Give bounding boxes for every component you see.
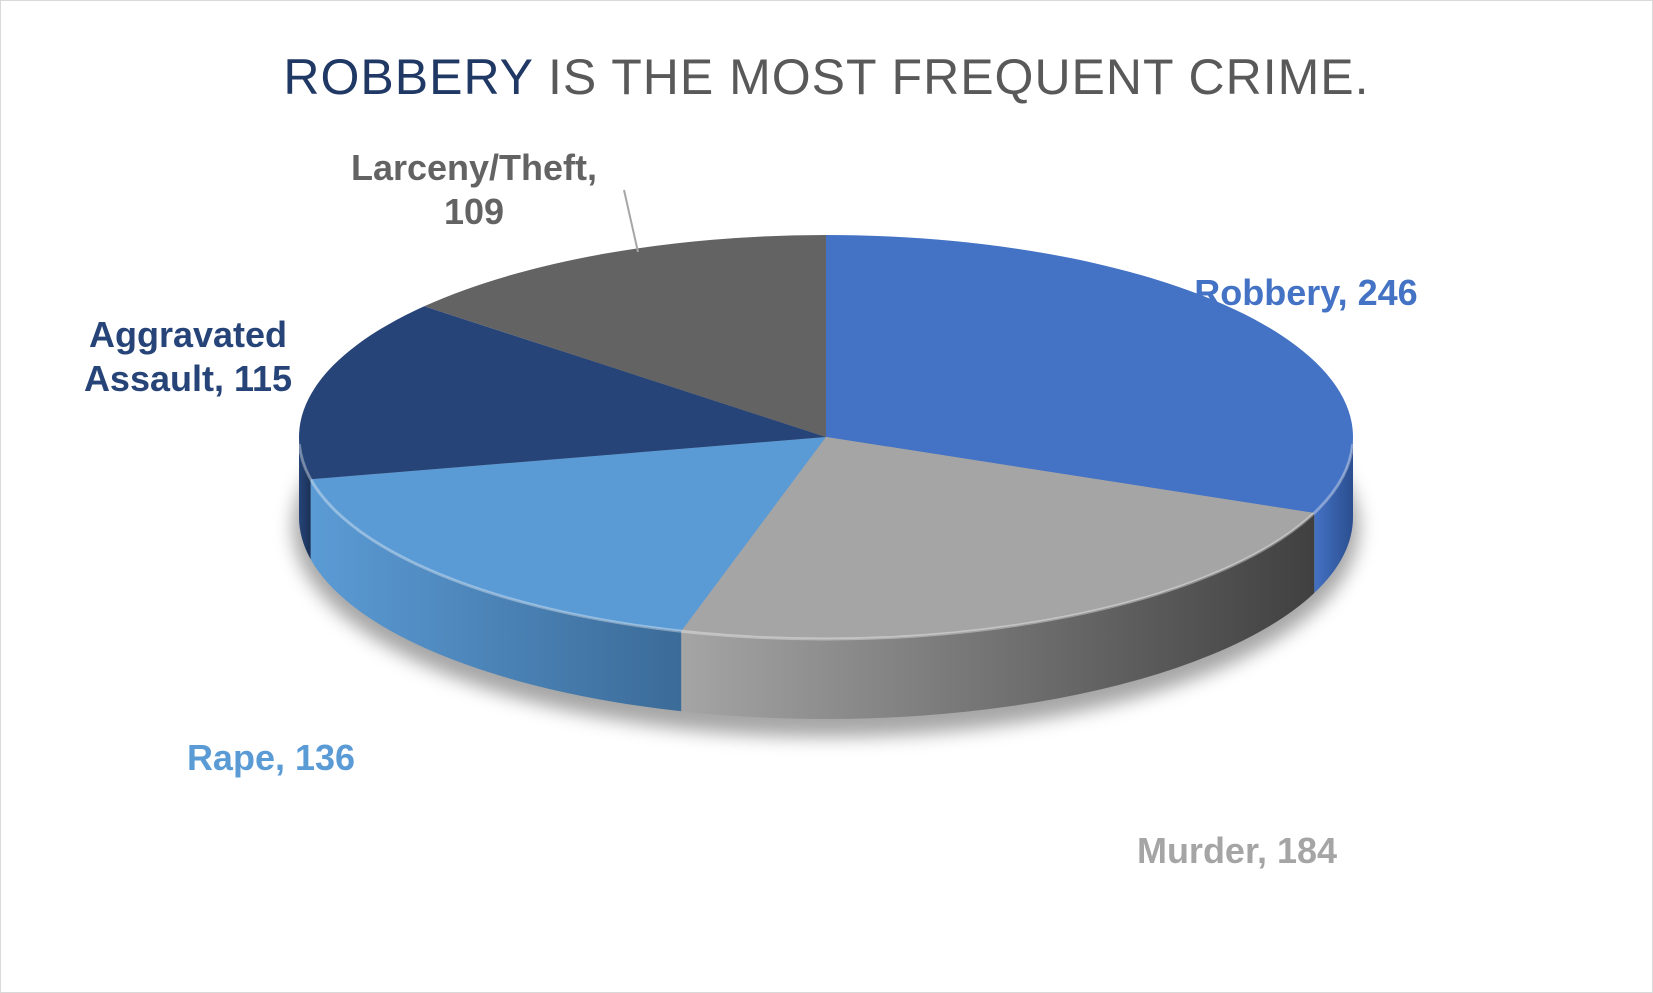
pie-side-rape [310,479,682,712]
leader-line-larceny-theft [623,189,639,253]
pie-slice-robbery[interactable] [826,235,1354,514]
pie-slice-rape[interactable] [310,437,827,632]
pie-slice-murder[interactable] [681,437,1315,639]
chart-title-rest: IS THE MOST FREQUENT CRIME. [533,49,1370,105]
pie-side-robbery [1314,437,1353,594]
pie-rim-highlight [297,443,1355,641]
pie-side-murder [681,513,1315,719]
slice-label-aggravated-assault: Aggravated Assault, 115 [84,314,292,399]
pie-slice-larceny-theft[interactable] [424,235,826,437]
pie-side-aggravated-assault [299,437,311,560]
chart-title-highlight: ROBBERY [283,49,534,105]
slice-label-murder: Murder, 184 [1137,830,1337,871]
slice-label-rape: Rape, 136 [187,737,355,778]
slice-label-larceny-theft: Larceny/Theft, 109 [351,147,597,232]
chart-title: ROBBERY IS THE MOST FREQUENT CRIME. [0,48,1653,106]
pie-slice-aggravated-assault[interactable] [299,306,827,480]
slice-label-robbery: Robbery, 246 [1194,272,1417,313]
